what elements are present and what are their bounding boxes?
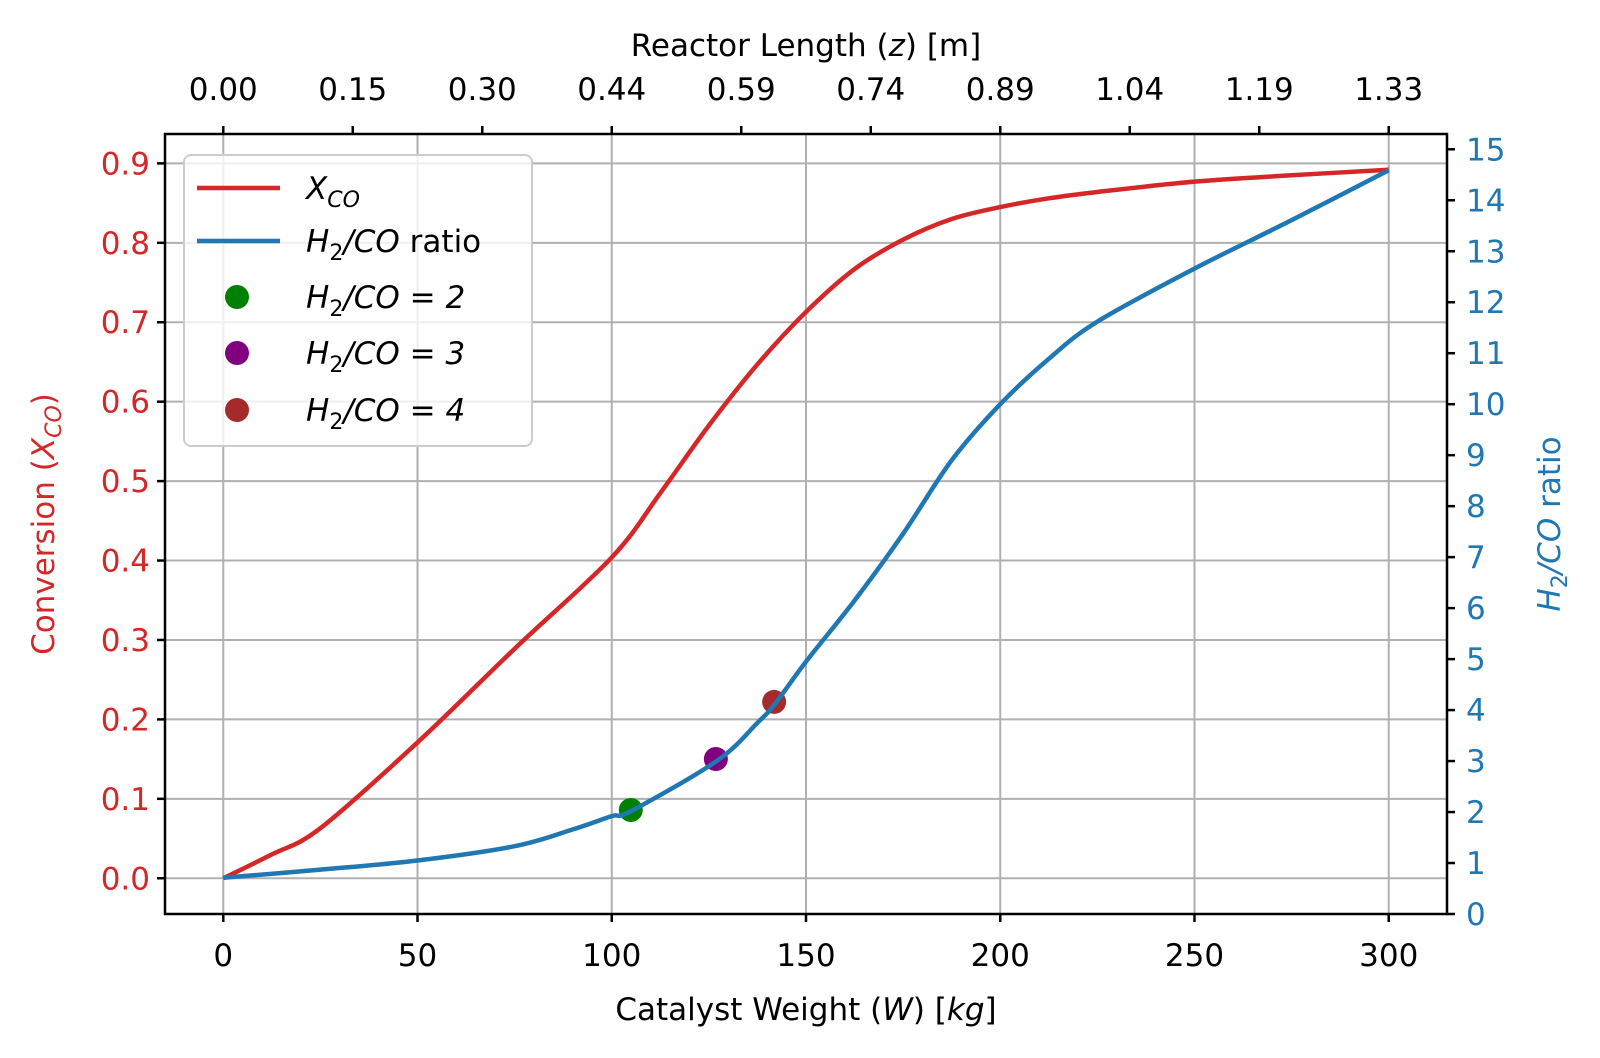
left-y-axis-label: Conversion (XCO) xyxy=(26,393,67,655)
left-y-tick-label: 0.6 xyxy=(101,385,150,421)
x-tick-label: 250 xyxy=(1165,938,1224,974)
x-tick-label: 200 xyxy=(971,938,1030,974)
legend-entry-label: XCO xyxy=(304,171,360,213)
right-y-axis-label: H2/CO ratio xyxy=(1532,436,1573,611)
right-y-tick-label: 9 xyxy=(1466,438,1486,474)
xco-line xyxy=(222,167,1389,881)
top-x-tick-label: 0.00 xyxy=(189,72,258,108)
legend-var: H xyxy=(306,393,329,429)
top-x-tick-label: 1.04 xyxy=(1095,72,1164,108)
top-x-tick-label: 1.19 xyxy=(1225,72,1294,108)
x-tick-label: 100 xyxy=(582,938,641,974)
right-y-tick-label: 10 xyxy=(1466,387,1505,423)
legend-post: = 2 xyxy=(400,280,465,316)
legend-frame xyxy=(183,154,533,447)
right-y-tick-label: 11 xyxy=(1466,336,1505,372)
legend-sub: CO xyxy=(327,188,360,213)
left-y-tick-label: 0.4 xyxy=(101,544,150,580)
right-y-tick-label: 5 xyxy=(1466,642,1486,678)
top-x-tick-label: 1.33 xyxy=(1354,72,1423,108)
legend-marker-swatch xyxy=(225,285,249,309)
top-x-tick-label: 0.30 xyxy=(448,72,517,108)
top-x-tick-label: 0.74 xyxy=(836,72,905,108)
legend-rest: /CO xyxy=(340,280,400,316)
left-y-tick-label: 0.7 xyxy=(101,305,150,341)
legend-entry-label: H2/CO ratio xyxy=(306,224,481,266)
top-x-axis-label: Reactor Length (z) [m] xyxy=(631,28,981,64)
legend-var: X xyxy=(304,171,328,207)
right-y-tick-label: 2 xyxy=(1466,795,1486,831)
legend-sub: 2 xyxy=(329,410,343,435)
left-y-tick-label: 0.0 xyxy=(101,861,150,897)
top-x-tick-label: 0.59 xyxy=(707,72,776,108)
right-y-tick-label: 4 xyxy=(1466,693,1486,729)
left-y-tick-label: 0.8 xyxy=(101,226,150,262)
left-y-tick-label: 0.2 xyxy=(101,702,150,738)
legend-rest: /CO xyxy=(340,224,400,260)
right-y-tick-label: 15 xyxy=(1466,132,1505,168)
grid xyxy=(165,134,1447,914)
right-y-tick-label: 12 xyxy=(1466,285,1505,321)
legend-post: = 3 xyxy=(400,336,465,372)
legend-var: H xyxy=(306,280,329,316)
left-y-tick-label: 0.1 xyxy=(101,782,150,818)
right-y-tick-label: 7 xyxy=(1466,540,1486,576)
x-tick-label: 300 xyxy=(1359,938,1418,974)
right-y-tick-label: 1 xyxy=(1466,846,1486,882)
top-x-tick-label: 0.15 xyxy=(318,72,387,108)
x-tick-label: 0 xyxy=(213,938,233,974)
legend-sub: 2 xyxy=(329,297,343,322)
right-y-tick-label: 14 xyxy=(1466,183,1505,219)
x-tick-label: 50 xyxy=(398,938,437,974)
right-y-tick-label: 0 xyxy=(1466,897,1486,933)
legend-var: H xyxy=(306,336,329,372)
right-y-tick-label: 3 xyxy=(1466,744,1486,780)
legend-rest: /CO xyxy=(340,336,400,372)
legend-marker-swatch xyxy=(225,341,249,365)
left-y-tick-label: 0.9 xyxy=(101,146,150,182)
legend-entry-label: H2/CO = 4 xyxy=(306,393,465,435)
top-x-tick-label: 0.89 xyxy=(966,72,1035,108)
legend-marker-swatch xyxy=(225,398,249,422)
series-layer xyxy=(222,167,1390,881)
legend-entry-label: H2/CO = 3 xyxy=(306,336,465,378)
legend-sub: 2 xyxy=(329,241,343,266)
h2co-ratio-line xyxy=(223,168,1390,881)
left-y-tick-label: 0.3 xyxy=(101,623,150,659)
legend-entry-label: H2/CO = 2 xyxy=(306,280,465,322)
legend-post: ratio xyxy=(400,224,481,260)
top-x-tick-label: 0.44 xyxy=(577,72,646,108)
right-y-tick-label: 13 xyxy=(1466,234,1505,270)
left-y-tick-label: 0.5 xyxy=(101,464,150,500)
legend-rest: /CO xyxy=(340,393,400,429)
right-y-tick-label: 6 xyxy=(1466,591,1486,627)
x-axis-label: Catalyst Weight (W) [kg] xyxy=(615,992,996,1028)
x-tick-label: 150 xyxy=(776,938,835,974)
legend-post: = 4 xyxy=(400,393,465,429)
right-y-tick-label: 8 xyxy=(1466,489,1486,525)
legend-var: H xyxy=(306,224,329,260)
legend-sub: 2 xyxy=(329,353,343,378)
